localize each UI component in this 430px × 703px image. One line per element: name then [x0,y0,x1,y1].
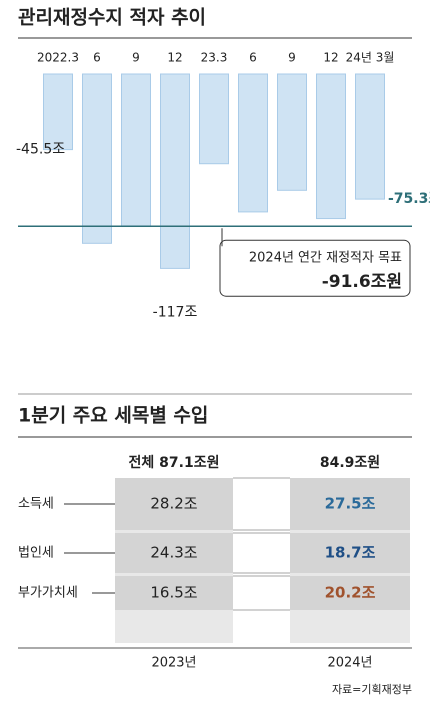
value-label: 24.3조 [150,544,197,562]
segment [115,478,233,530]
segment [290,478,410,530]
value-label: 16.5조 [150,584,197,602]
chart-title: 관리재정수지 적자 추이 [18,7,206,29]
x-tick-label: 23.3 [201,51,228,65]
x-tick-label: 2022.3 [37,51,79,65]
callout-box [219,239,411,297]
x-tick-label: 12 [323,51,338,65]
bar [160,73,190,269]
connector [233,532,290,574]
target-value-label: -91.6조원 [322,272,402,292]
value-label: -45.5조 [16,142,65,158]
segment [115,576,233,610]
legend-label: 소득세 [18,497,54,512]
bar [199,73,229,165]
x-tick-label: 9 [288,51,296,65]
chart-title: 1분기 주요 세목별 수입 [18,405,208,427]
x-tick-label: 24년 3월 [346,51,395,65]
bar [277,73,307,191]
segment [290,576,410,610]
x-tick-label: 6 [93,51,101,65]
x-tick-label: 12 [167,51,182,65]
total-label: 84.9조원 [320,455,380,471]
value-label: -117조 [153,304,198,320]
x-tick-label: 2024년 [327,656,372,671]
connector [233,477,290,531]
bar [355,73,385,200]
value-label: 28.2조 [150,495,197,513]
bar [238,73,268,213]
bar [82,73,112,244]
segment [290,533,410,573]
target-label: 2024년 연간 재정적자 목표 [249,251,402,266]
value-label: -75.3조 [388,191,430,207]
bar [121,73,151,228]
value-label: 18.7조 [325,544,376,562]
legend-label: 부가가치세 [18,586,78,601]
total-label: 전체 87.1조원 [129,454,220,471]
connector [233,575,290,611]
value-label: 20.2조 [325,584,376,602]
legend-label: 법인세 [18,546,54,561]
x-tick-label: 2023년 [151,656,196,671]
bar [316,73,346,220]
value-label: 27.5조 [325,495,376,513]
bar [43,73,73,151]
source: 자료=기획재정부 [332,683,412,696]
x-tick-label: 6 [249,51,257,65]
x-tick-label: 9 [132,51,140,65]
segment [115,533,233,573]
